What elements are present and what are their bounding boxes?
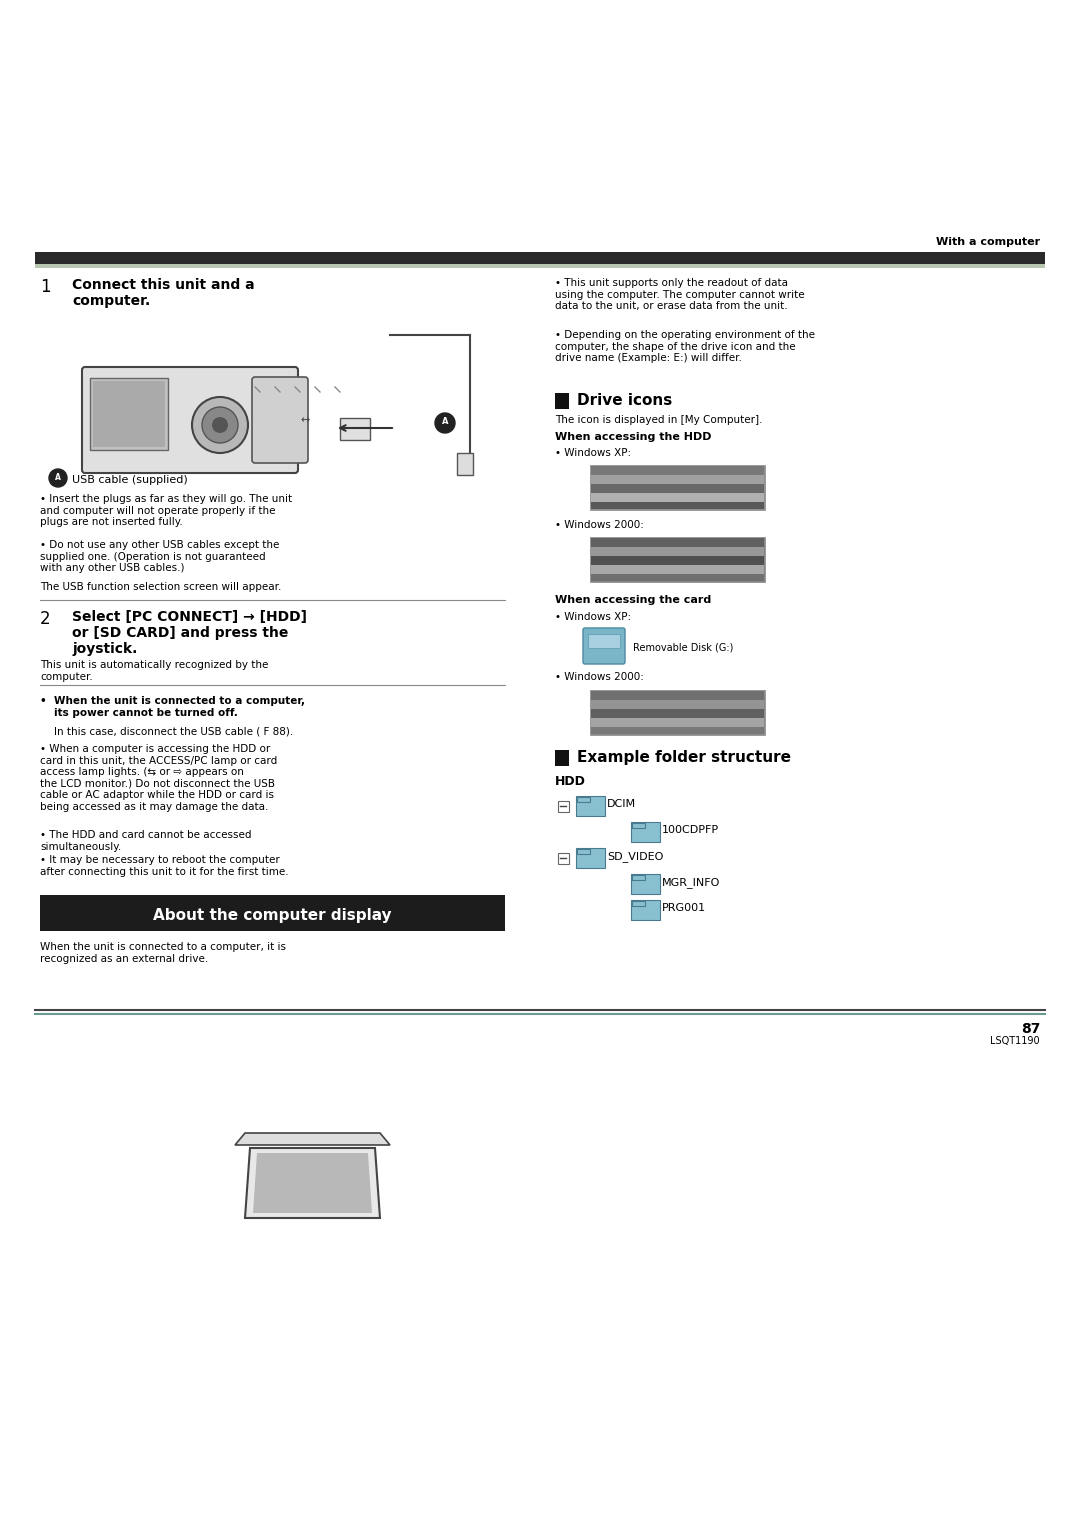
Text: Example folder structure: Example folder structure xyxy=(577,750,791,766)
Text: A: A xyxy=(55,474,60,481)
Bar xyxy=(591,475,764,484)
Bar xyxy=(591,691,764,700)
Text: • Windows 2000:: • Windows 2000: xyxy=(555,672,644,681)
Text: Select [PC CONNECT] → [HDD]
or [SD CARD] and press the
joystick.: Select [PC CONNECT] → [HDD] or [SD CARD]… xyxy=(72,610,307,657)
Text: ↔: ↔ xyxy=(300,416,309,425)
Circle shape xyxy=(435,413,455,432)
Text: In this case, disconnect the USB cable ( F 88).: In this case, disconnect the USB cable (… xyxy=(54,726,294,736)
Text: 100CDPFP: 100CDPFP xyxy=(662,825,719,834)
Text: Removable Disk (G:): Removable Disk (G:) xyxy=(633,642,733,652)
Text: When accessing the HDD: When accessing the HDD xyxy=(555,432,712,442)
Bar xyxy=(555,393,569,410)
FancyBboxPatch shape xyxy=(252,377,308,463)
FancyBboxPatch shape xyxy=(583,628,625,665)
Text: HDD: HDD xyxy=(555,775,585,788)
FancyBboxPatch shape xyxy=(82,367,298,474)
Text: Connect this unit and a
computer.: Connect this unit and a computer. xyxy=(72,278,255,309)
Text: This unit is automatically recognized by the
computer.: This unit is automatically recognized by… xyxy=(40,660,268,681)
Bar xyxy=(340,419,370,440)
Text: 1: 1 xyxy=(40,278,51,296)
Bar xyxy=(590,691,765,735)
Text: 87: 87 xyxy=(1021,1022,1040,1036)
Bar xyxy=(90,377,168,451)
Bar xyxy=(35,252,1045,264)
FancyBboxPatch shape xyxy=(631,900,660,920)
Text: The icon is displayed in [My Computer].: The icon is displayed in [My Computer]. xyxy=(555,416,762,425)
Text: • Windows 2000:: • Windows 2000: xyxy=(555,520,644,530)
FancyBboxPatch shape xyxy=(632,900,645,906)
FancyBboxPatch shape xyxy=(576,848,605,868)
Circle shape xyxy=(212,417,228,432)
FancyBboxPatch shape xyxy=(557,853,568,863)
Bar xyxy=(591,718,764,727)
Text: A: A xyxy=(442,417,448,426)
Text: • Insert the plugs as far as they will go. The unit
and computer will not operat: • Insert the plugs as far as they will g… xyxy=(40,494,292,527)
Text: • This unit supports only the readout of data
using the computer. The computer c: • This unit supports only the readout of… xyxy=(555,278,805,312)
Bar xyxy=(590,536,765,582)
Text: SD_VIDEO: SD_VIDEO xyxy=(607,851,663,862)
FancyBboxPatch shape xyxy=(632,874,645,880)
Bar xyxy=(40,895,505,931)
Bar xyxy=(93,380,165,448)
Text: The USB function selection screen will appear.: The USB function selection screen will a… xyxy=(40,582,282,591)
Circle shape xyxy=(202,406,238,443)
Bar xyxy=(591,494,764,503)
Circle shape xyxy=(49,469,67,487)
Text: USB cable (supplied): USB cable (supplied) xyxy=(72,475,188,484)
Text: • Depending on the operating environment of the
computer, the shape of the drive: • Depending on the operating environment… xyxy=(555,330,815,364)
Bar xyxy=(591,556,764,565)
Text: 2: 2 xyxy=(40,610,51,628)
Circle shape xyxy=(192,397,248,452)
FancyBboxPatch shape xyxy=(631,822,660,842)
Text: • Windows XP:: • Windows XP: xyxy=(555,448,631,458)
Text: •: • xyxy=(40,695,51,706)
Text: • When a computer is accessing the HDD or
card in this unit, the ACCESS/PC lamp : • When a computer is accessing the HDD o… xyxy=(40,744,278,811)
Bar xyxy=(591,700,764,709)
FancyBboxPatch shape xyxy=(632,822,645,828)
Bar xyxy=(591,565,764,575)
Bar xyxy=(591,547,764,556)
FancyBboxPatch shape xyxy=(577,796,590,802)
Text: When accessing the card: When accessing the card xyxy=(555,594,712,605)
Text: DCIM: DCIM xyxy=(607,799,636,808)
Bar xyxy=(35,264,1045,267)
Polygon shape xyxy=(245,1148,380,1218)
FancyBboxPatch shape xyxy=(557,801,568,811)
Text: LSQT1190: LSQT1190 xyxy=(990,1036,1040,1047)
Text: When the unit is connected to a computer, it is
recognized as an external drive.: When the unit is connected to a computer… xyxy=(40,941,286,964)
Bar xyxy=(591,484,764,494)
Text: MGR_INFO: MGR_INFO xyxy=(662,877,720,888)
Bar xyxy=(457,452,473,475)
Text: PRG001: PRG001 xyxy=(662,903,706,914)
Text: • It may be necessary to reboot the computer
after connecting this unit to it fo: • It may be necessary to reboot the comp… xyxy=(40,856,288,877)
Bar xyxy=(591,727,764,733)
Text: With a computer: With a computer xyxy=(936,237,1040,248)
FancyBboxPatch shape xyxy=(576,796,605,816)
FancyBboxPatch shape xyxy=(631,874,660,894)
FancyBboxPatch shape xyxy=(577,848,590,854)
Polygon shape xyxy=(253,1154,372,1213)
Text: • Do not use any other USB cables except the
supplied one. (Operation is not gua: • Do not use any other USB cables except… xyxy=(40,539,280,573)
Text: Drive icons: Drive icons xyxy=(577,393,672,408)
Text: • The HDD and card cannot be accessed
simultaneously.: • The HDD and card cannot be accessed si… xyxy=(40,830,252,851)
Polygon shape xyxy=(235,1132,390,1144)
Bar xyxy=(591,575,764,581)
Bar xyxy=(591,466,764,475)
Bar xyxy=(591,709,764,718)
Text: About the computer display: About the computer display xyxy=(152,908,391,923)
Bar xyxy=(591,538,764,547)
Bar xyxy=(588,634,620,648)
Bar xyxy=(591,503,764,509)
Bar xyxy=(555,750,569,766)
Text: • Windows XP:: • Windows XP: xyxy=(555,613,631,622)
Text: When the unit is connected to a computer,
its power cannot be turned off.: When the unit is connected to a computer… xyxy=(54,695,305,718)
Bar xyxy=(590,465,765,510)
